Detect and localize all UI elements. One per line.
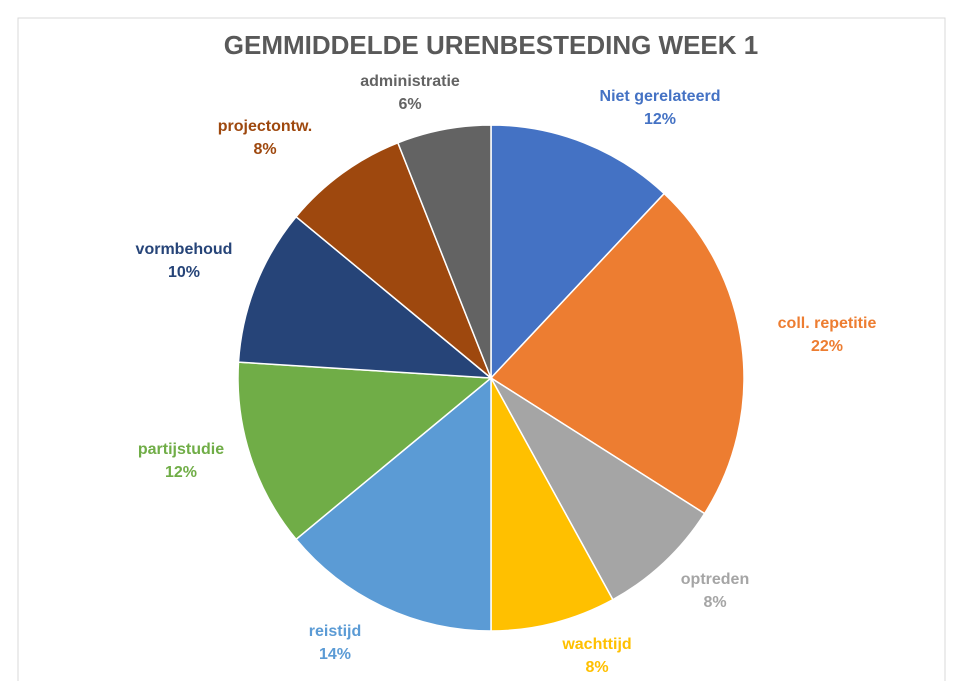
slice-value-label: 8%: [253, 141, 276, 158]
pie-slice: [489, 192, 745, 515]
slice-label: administratie: [360, 73, 460, 90]
slice-value-label: 8%: [585, 659, 608, 676]
chart-title: GEMMIDDELDE URENBESTEDING WEEK 1: [224, 30, 759, 60]
pie-slice: [295, 376, 492, 632]
slice-label: optreden: [681, 571, 749, 588]
slice-label: projectontw.: [218, 118, 313, 135]
pie-slice: [490, 124, 666, 380]
slice-value-label: 22%: [811, 338, 843, 355]
slice-value-label: 10%: [168, 264, 200, 281]
slice-value-label: 12%: [165, 464, 197, 481]
pie-slice: [490, 377, 706, 601]
slice-label: wachttijd: [561, 636, 631, 653]
slice-label: partijstudie: [138, 441, 224, 458]
slice-value-label: 6%: [398, 96, 421, 113]
slice-value-label: 8%: [703, 594, 726, 611]
slice-label: reistijd: [309, 623, 361, 640]
pie-slice: [490, 377, 614, 632]
slice-label: vormbehoud: [136, 241, 233, 258]
pie-slice: [396, 124, 492, 379]
pie-slice: [237, 215, 494, 379]
slice-label: coll. repetitie: [778, 315, 877, 332]
slice-value-label: 14%: [319, 646, 351, 663]
pie-slice: [237, 361, 493, 541]
pie-slice: [295, 141, 492, 379]
slice-label: Niet gerelateerd: [600, 88, 721, 105]
slice-value-label: 12%: [644, 111, 676, 128]
